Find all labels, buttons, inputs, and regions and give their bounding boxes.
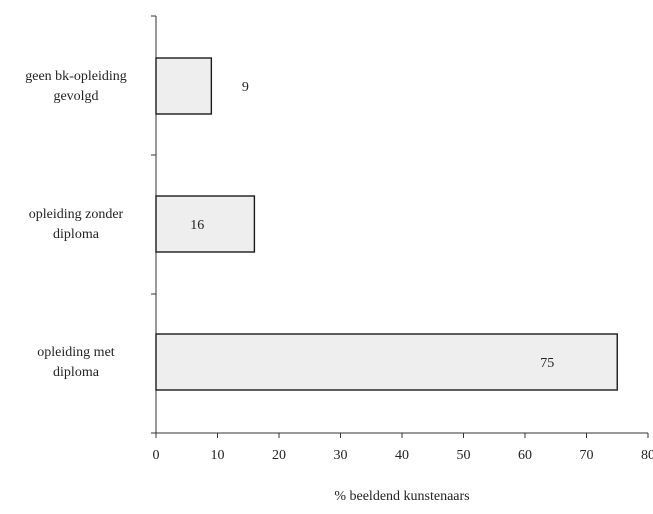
bar [155,57,213,115]
data-label: 75 [540,356,554,371]
data-label: 16 [190,218,204,233]
bar [155,195,256,253]
category-labels: geen bk-opleiding gevolgd opleiding zonder… [25,69,126,380]
data-label: 9 [242,80,249,95]
x-tick-label: 70 [580,448,594,463]
x-tick-label: 60 [518,448,532,463]
data-labels: 9 16 75 [190,80,554,371]
x-tick-label: 80 [641,448,653,463]
x-tick-label: 30 [334,448,348,463]
x-axis-label: % beeldend kunstenaars [334,489,469,504]
x-tick-label: 20 [272,448,286,463]
x-tick-labels: 0 10 20 30 40 50 60 70 80 [153,448,653,463]
x-tick-label: 0 [153,448,160,463]
x-tick-label: 10 [211,448,225,463]
category-label: geen bk-opleiding gevolgd [25,69,126,104]
category-label: opleiding zonder diploma [29,207,124,242]
x-tick-label: 50 [457,448,471,463]
category-label: opleiding met diploma [37,345,114,380]
x-tick-label: 40 [395,448,409,463]
bars [155,57,618,391]
bar [155,333,618,391]
